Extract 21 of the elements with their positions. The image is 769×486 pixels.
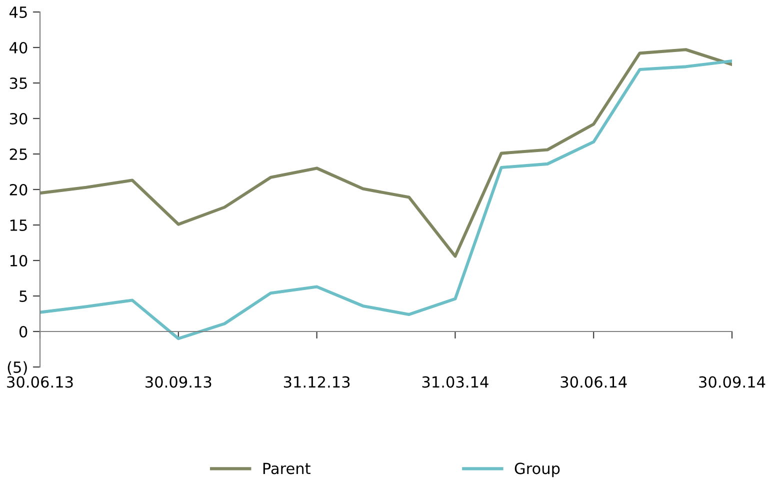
x-tick-label: 30.06.13 [7,376,73,388]
x-tick-label: 31.03.14 [422,376,488,388]
legend-label: Group [514,462,560,478]
y-tick-label: 40 [10,42,28,54]
x-tick-label: 30.09.13 [146,376,212,388]
y-tick-label: 15 [10,220,27,232]
legend-label: Parent [263,462,310,474]
y-tick-label: 10 [10,254,28,267]
y-tick-label: 35 [10,77,27,90]
y-tick-label: 25 [10,148,27,160]
y-tick-label: 45 [10,6,27,18]
x-tick-label: 31.12.13 [284,376,350,388]
x-tick-label: 30.09.14 [699,376,766,388]
x-tick-label: 30.06.14 [560,376,627,388]
y-tick-label: (5) [8,361,27,375]
line-series [40,59,732,340]
y-tick-label: 20 [10,184,28,196]
y-tick-label: 30 [10,112,28,125]
y-tick-label: 0 [19,326,28,338]
y-tick-label: 5 [20,290,27,302]
line-series [40,48,732,258]
